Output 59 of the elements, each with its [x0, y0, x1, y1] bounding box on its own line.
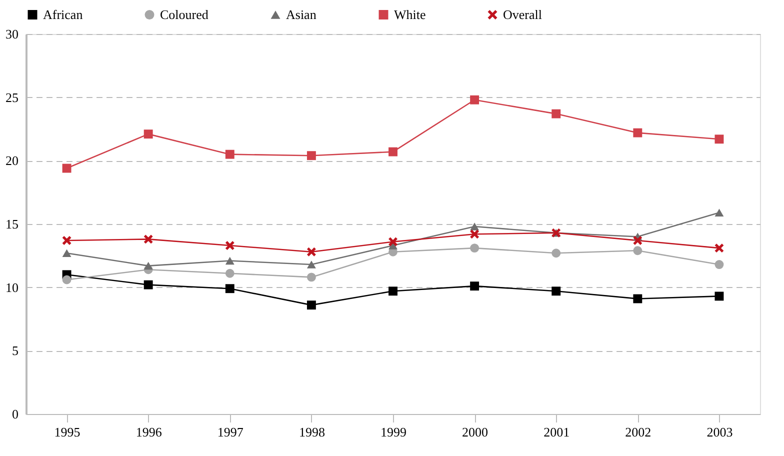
point [388, 237, 398, 246]
point [306, 151, 316, 160]
point [144, 262, 153, 270]
y-tick-label: 10 [6, 280, 18, 295]
point [552, 109, 561, 118]
point [225, 284, 234, 294]
point [633, 236, 642, 245]
point [388, 286, 398, 296]
point [144, 234, 153, 244]
legend-label: African [43, 6, 84, 22]
legend-label: Coloured [160, 6, 209, 22]
x-tick-label: 1997 [217, 424, 244, 440]
y-tick-label: 5 [12, 343, 18, 358]
point [470, 230, 480, 239]
x-tick-label: 1996 [136, 424, 162, 440]
y-tick-label: 15 [6, 216, 18, 232]
point [714, 260, 724, 269]
x-tick-label: 1999 [380, 424, 406, 440]
legend-label: Overall [503, 6, 542, 22]
x-tick-label: 1995 [54, 424, 80, 440]
y-tick-label: 20 [6, 153, 18, 168]
point [633, 128, 642, 138]
x-tick-label: 2003 [706, 424, 733, 440]
point [470, 95, 480, 104]
point [225, 268, 234, 278]
legend-label: White [394, 6, 426, 22]
point [714, 292, 724, 301]
y-tick-label: 0 [12, 406, 18, 422]
point [388, 147, 398, 156]
x-tick-label: 1998 [298, 424, 325, 440]
point [633, 294, 642, 304]
point [225, 150, 234, 159]
point [714, 208, 724, 216]
y-tick-label: 30 [6, 26, 18, 42]
point [470, 222, 480, 230]
point [306, 247, 316, 256]
point [714, 244, 724, 253]
point [552, 286, 561, 296]
point [470, 244, 480, 253]
point [633, 246, 642, 256]
point [225, 256, 234, 265]
x-tick-label: 2002 [625, 424, 652, 440]
point [225, 241, 234, 250]
x-tick-label: 2001 [544, 424, 570, 440]
point [144, 130, 153, 139]
point [306, 260, 316, 268]
legend-label: Asian [286, 6, 317, 22]
point [470, 282, 480, 291]
point [62, 249, 72, 258]
point [552, 248, 561, 258]
y-tick-label: 25 [6, 90, 18, 105]
point [62, 236, 72, 245]
point [714, 134, 724, 144]
point [62, 275, 72, 284]
point [306, 300, 316, 310]
x-tick-label: 2000 [462, 424, 488, 440]
point [306, 272, 316, 282]
point [144, 280, 153, 290]
point [62, 164, 72, 173]
